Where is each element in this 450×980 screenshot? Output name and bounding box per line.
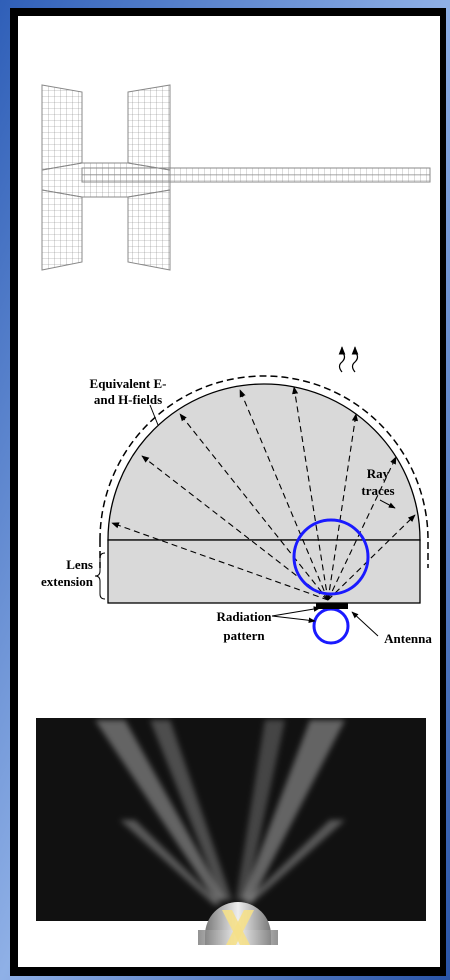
mesh-plate — [42, 190, 82, 270]
label: extension — [41, 574, 94, 589]
antenna-element — [316, 603, 348, 609]
label: Ray — [367, 466, 390, 481]
label: Radiation — [217, 609, 273, 624]
label: traces — [361, 483, 394, 498]
simulation-background — [36, 718, 426, 921]
label: and H-fields — [94, 392, 162, 407]
simulation-image — [36, 718, 426, 945]
label: Lens — [66, 557, 93, 572]
label: Equivalent E- — [90, 376, 167, 391]
mesh-plate — [128, 85, 170, 170]
label: pattern — [223, 628, 265, 643]
mesh-plate — [128, 190, 170, 270]
mesh-plate — [42, 85, 82, 170]
lens-extension — [108, 540, 420, 603]
page: Equivalent E- and H-fields Ray traces Le… — [0, 0, 450, 980]
label: Antenna — [384, 631, 432, 646]
